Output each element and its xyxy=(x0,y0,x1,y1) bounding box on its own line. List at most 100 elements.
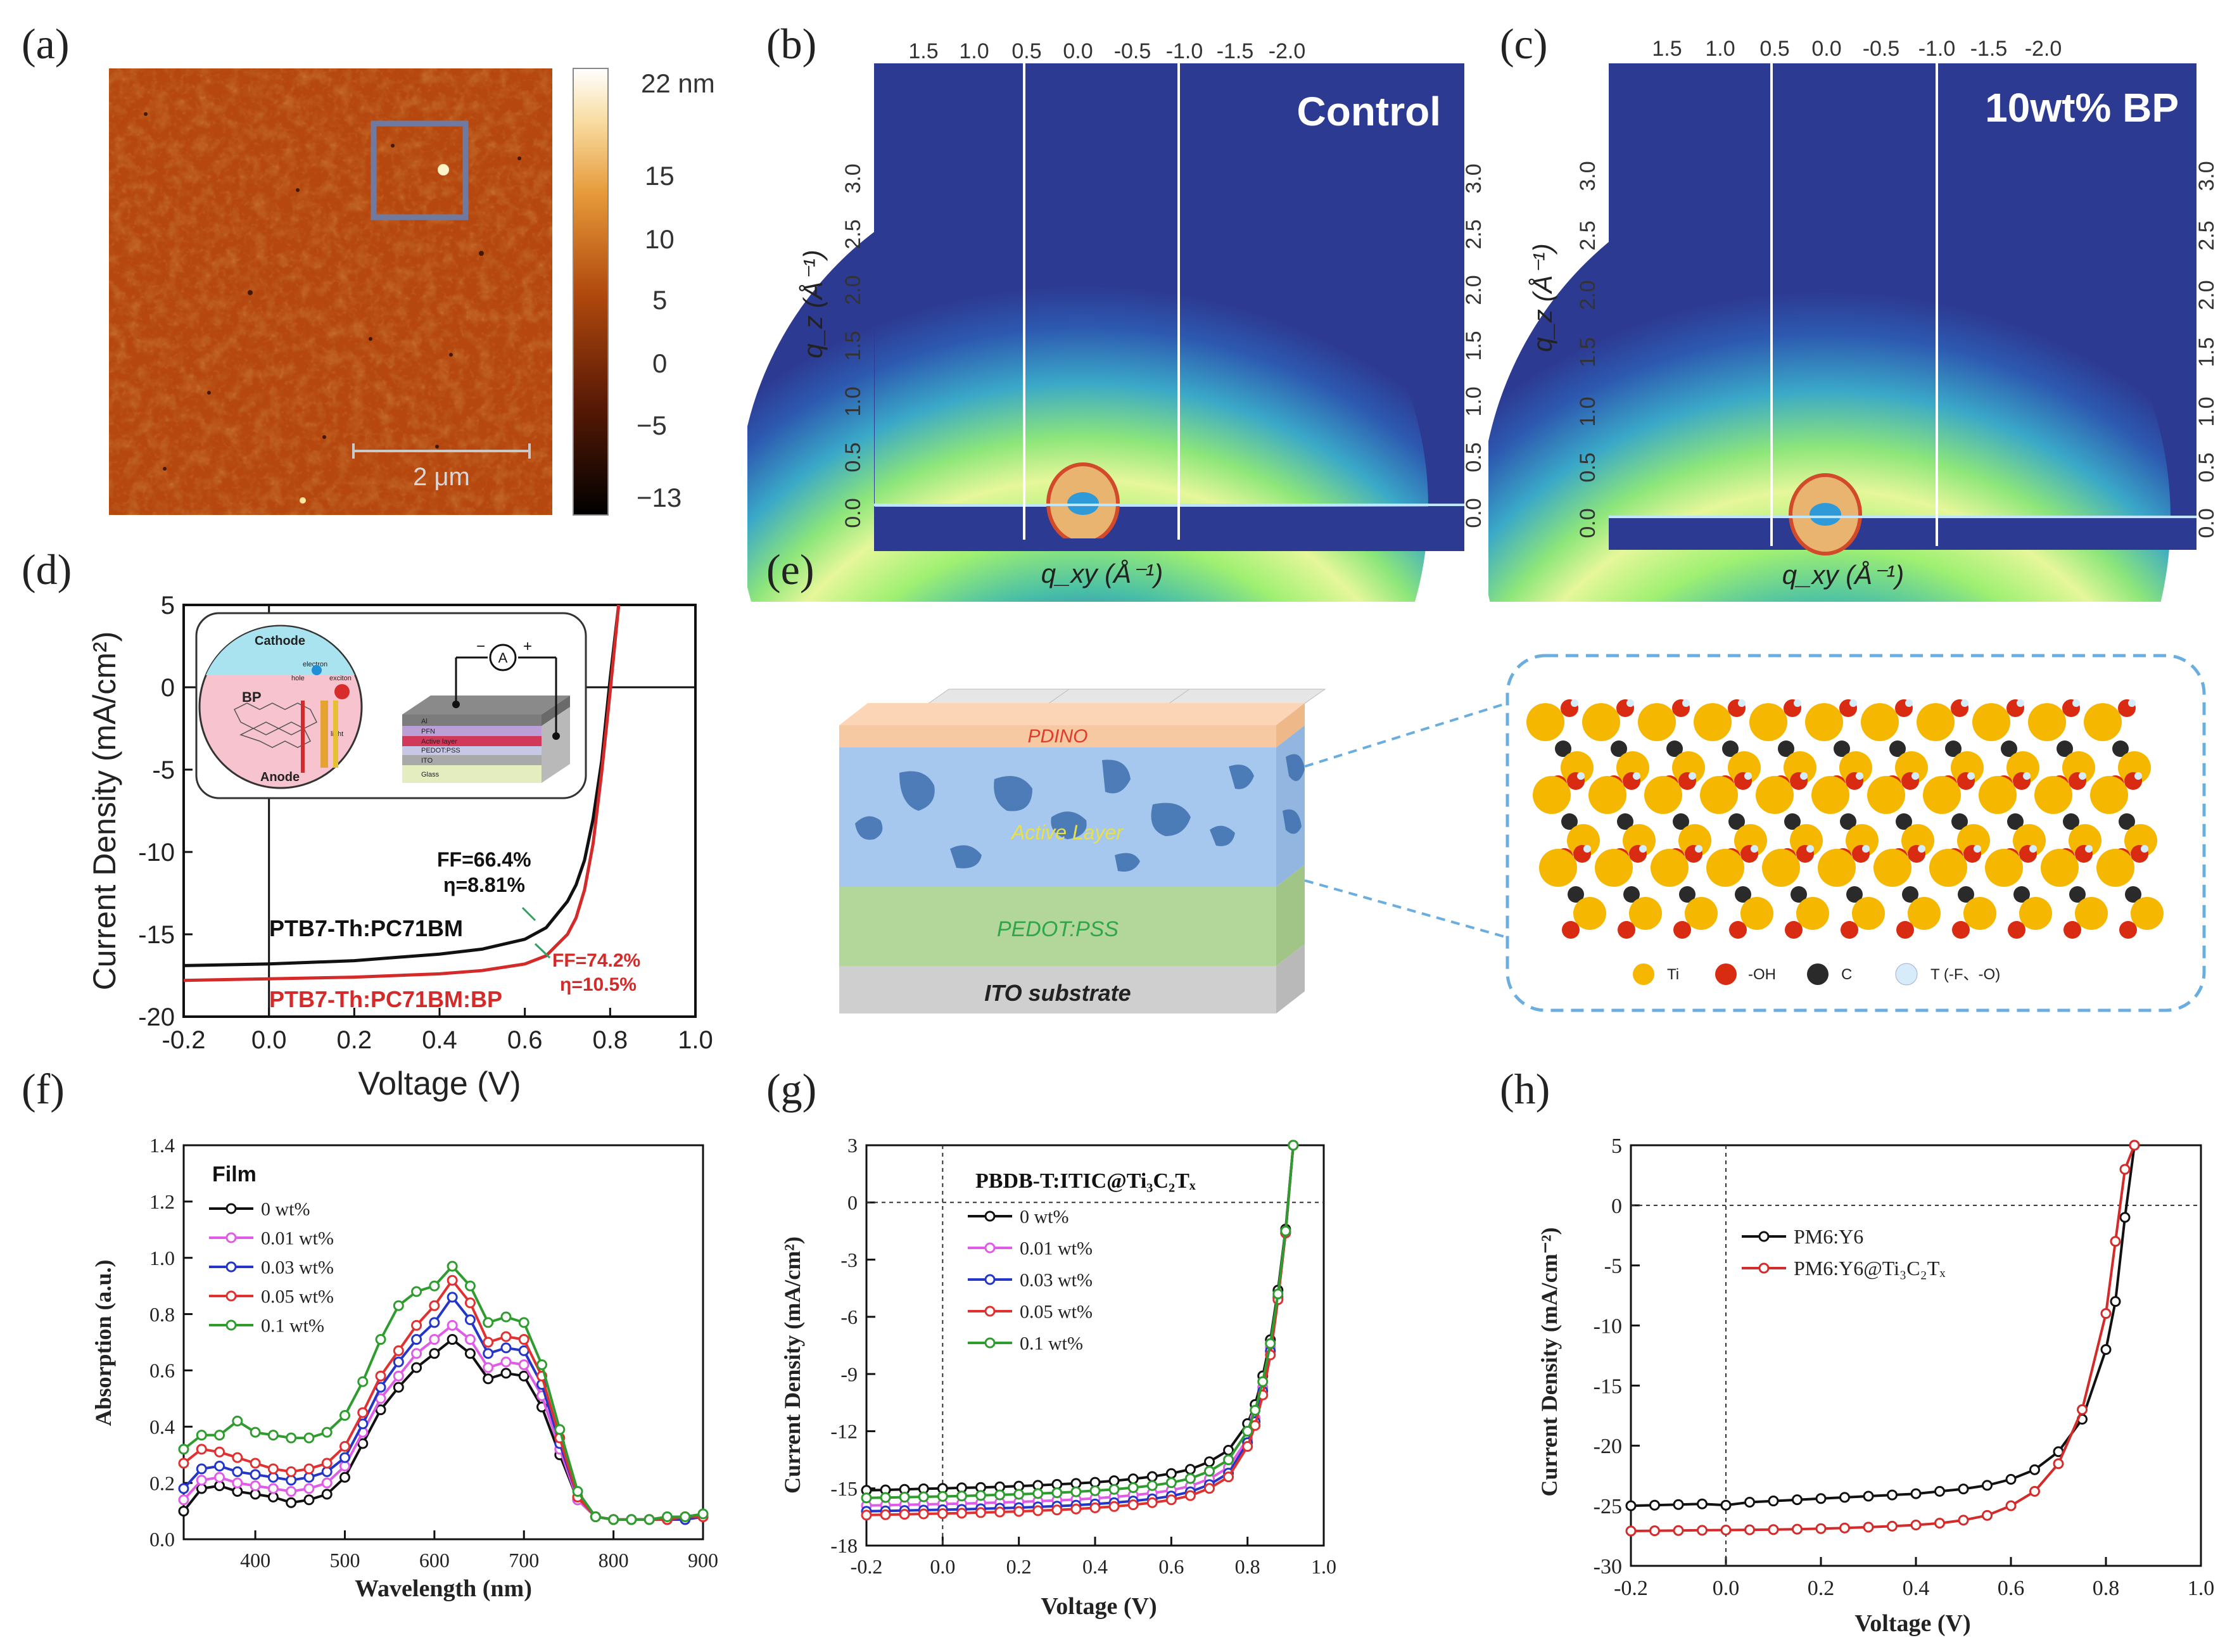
oh-group xyxy=(1673,921,1691,939)
t-group xyxy=(1633,772,1640,780)
data-point xyxy=(1697,1498,1708,1509)
t-group xyxy=(1849,699,1857,707)
data-point xyxy=(1863,1490,1874,1502)
data-point xyxy=(1204,1466,1215,1477)
x-tick-label: 0.6 xyxy=(1158,1555,1184,1578)
data-point xyxy=(1146,1497,1158,1508)
data-point xyxy=(464,1334,476,1345)
data-point xyxy=(1815,1493,1827,1504)
data-point xyxy=(447,1334,458,1345)
data-point xyxy=(1204,1483,1215,1494)
data-point xyxy=(1013,1489,1025,1500)
c-atom xyxy=(1611,740,1627,757)
left-tick: 0.5 xyxy=(841,442,865,472)
x-tick-label: 0.2 xyxy=(337,1026,372,1054)
data-point xyxy=(1070,1486,1082,1497)
chart-f: 400 500 600 700 800 900 0.0 0.2 0.4 0.6 0.8 1.0 1.2 1… xyxy=(91,1134,718,1602)
data-point xyxy=(2077,1404,2088,1415)
data-point xyxy=(518,1359,529,1371)
ylabel: Absorption (a.u.) xyxy=(91,1259,116,1426)
right-ticks: 0.0 0.5 1.0 1.5 2.0 2.5 3.0 xyxy=(2195,161,2219,538)
data-point xyxy=(286,1466,297,1477)
ff-red: FF=74.2% xyxy=(552,950,640,971)
data-point xyxy=(1744,1496,1755,1508)
data-point xyxy=(214,1471,225,1483)
oh-group xyxy=(1562,921,1580,939)
layer-active: Active Layer xyxy=(1010,821,1124,844)
ti-atom xyxy=(1796,897,1829,930)
legend-marker xyxy=(984,1337,996,1349)
data-point xyxy=(500,1356,512,1368)
plot-frame xyxy=(182,1144,704,1541)
ti-atom xyxy=(1533,776,1571,814)
data-point xyxy=(1720,1499,1732,1511)
t-group xyxy=(1967,772,1975,780)
t-group xyxy=(2072,699,2080,707)
right-tick: 2.0 xyxy=(2195,280,2219,310)
y-tick-label: -10 xyxy=(1594,1314,1622,1338)
data-point xyxy=(1958,1515,1969,1526)
data-point xyxy=(1887,1520,1898,1532)
t-group xyxy=(1794,699,1801,707)
t-group xyxy=(2017,699,2024,707)
right-tick: 2.5 xyxy=(1462,219,1486,249)
stack-pedot: PEDOT:PSS xyxy=(421,747,460,754)
layer-pdino: PDINO xyxy=(1027,726,1087,747)
data-point xyxy=(1108,1484,1120,1495)
pedot-layer xyxy=(839,887,1276,966)
legend-label: 0.03 wt% xyxy=(261,1257,334,1278)
left-tick: 0.0 xyxy=(841,498,865,528)
x-tick-label: 1.0 xyxy=(678,1026,713,1054)
data-point xyxy=(1934,1518,1945,1529)
top-tick: 0.0 xyxy=(1063,39,1093,63)
series-line xyxy=(182,1338,704,1521)
x-tick-label: 0.0 xyxy=(251,1026,287,1054)
data-point xyxy=(1815,1523,1827,1534)
right-tick: 3.0 xyxy=(2195,161,2219,191)
data-point xyxy=(1184,1490,1196,1501)
data-point xyxy=(178,1506,189,1517)
data-point xyxy=(393,1356,404,1368)
y-tick-label: -3 xyxy=(840,1249,858,1271)
data-point xyxy=(1839,1492,1850,1503)
t-group xyxy=(1577,772,1585,780)
top-ticks: 1.5 1.0 0.5 0.0 -0.5 -1.0 -1.5 -2.0 xyxy=(1652,37,2062,61)
data-point xyxy=(2110,1296,2121,1307)
data-point xyxy=(303,1483,315,1494)
right-tick: 2.0 xyxy=(1462,275,1486,305)
ti-atom xyxy=(1873,849,1911,887)
c-atom xyxy=(2057,740,2073,757)
data-point xyxy=(178,1483,189,1494)
pdino-top xyxy=(839,703,1305,725)
plot-frame xyxy=(1630,1144,2202,1567)
data-point xyxy=(411,1319,422,1331)
legend-ti: Ti xyxy=(1667,966,1679,983)
c-atom xyxy=(2069,886,2086,903)
c-atom xyxy=(2063,813,2079,830)
ti-swatch xyxy=(1633,963,1654,985)
data-point xyxy=(918,1491,929,1503)
legend-marker xyxy=(984,1210,996,1222)
data-point xyxy=(214,1460,225,1471)
y-tick-label: -10 xyxy=(138,839,175,867)
left-tick: 3.0 xyxy=(1576,161,1600,191)
c-atom xyxy=(2119,813,2135,830)
inset-bp: BP xyxy=(242,689,262,705)
layer-ito: ITO substrate xyxy=(984,980,1131,1006)
t-group xyxy=(2023,772,2031,780)
layer-pedot: PEDOT:PSS xyxy=(997,917,1119,941)
panel-f-label: (f) xyxy=(22,1065,65,1113)
data-point xyxy=(429,1317,440,1328)
data-point xyxy=(861,1509,872,1521)
x-tick-label: -0.2 xyxy=(162,1026,206,1054)
data-point xyxy=(1625,1500,1637,1511)
x-tick-label: 0.0 xyxy=(930,1555,955,1578)
legend-label: 0.01 wt% xyxy=(1020,1238,1093,1259)
data-point xyxy=(1184,1464,1196,1475)
data-point xyxy=(429,1348,440,1359)
top-tick: 0.5 xyxy=(1759,37,1789,61)
c-atom xyxy=(2007,813,2024,830)
data-point xyxy=(286,1485,297,1497)
ti-atom xyxy=(1963,897,1996,930)
y-tick-label: 0.0 xyxy=(149,1528,175,1551)
